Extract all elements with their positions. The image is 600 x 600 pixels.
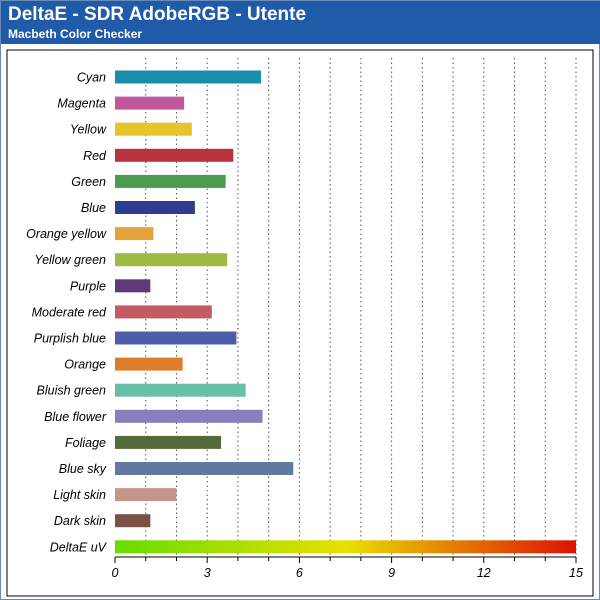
category-label: Purplish blue (34, 332, 106, 346)
bar-moderate-red (115, 305, 212, 319)
bar-light-skin (115, 488, 177, 502)
bar-orange (115, 357, 183, 371)
plot-border (6, 49, 594, 597)
category-label: Cyan (77, 71, 106, 85)
x-tick-label: 0 (112, 566, 119, 580)
bar-blue (115, 201, 195, 214)
category-label: Red (83, 149, 107, 163)
bar-cyan (115, 70, 261, 84)
category-label: Magenta (57, 97, 106, 111)
x-tick-label: 3 (204, 566, 211, 580)
chart-title: DeltaE - SDR AdobeRGB - Utente (8, 4, 307, 25)
category-labels: Cyan Magenta Yellow Red Green Blue Orange yell… (26, 71, 108, 555)
bar-blue-sky (115, 462, 294, 475)
bar-foliage (115, 435, 222, 449)
category-label: Yellow green (34, 253, 106, 267)
category-label: Blue flower (44, 410, 107, 424)
bar-deltae-uv (115, 540, 576, 554)
category-label: Dark skin (54, 514, 106, 528)
category-label: Orange (64, 358, 106, 372)
bar-magenta (115, 96, 185, 110)
category-label: Blue (81, 201, 106, 215)
bar-yellow (115, 122, 192, 136)
bar-bluish-green (115, 383, 246, 397)
chart-header: DeltaE - SDR AdobeRGB - Utente Macbeth C… (1, 1, 600, 44)
category-label: Moderate red (32, 305, 107, 319)
bar-chart: Cyan Magenta Yellow Red Green Blue Orange yell… (6, 49, 594, 597)
category-label: Yellow (70, 123, 107, 137)
bar-orange-yellow (115, 227, 154, 241)
bar-purplish-blue (115, 331, 237, 345)
bar-green (115, 174, 226, 188)
bar-dark-skin (115, 514, 151, 528)
bars (115, 70, 576, 554)
category-label: Foliage (65, 436, 106, 450)
category-label: Light skin (53, 488, 106, 502)
chart-subtitle: Macbeth Color Checker (8, 27, 143, 41)
x-tick-label: 6 (296, 566, 303, 580)
bar-purple (115, 279, 151, 293)
bar-blue-flower (115, 409, 263, 423)
bar-yellow-green (115, 253, 228, 267)
category-label: Blue sky (59, 462, 107, 476)
x-tick-label: 9 (388, 566, 395, 580)
bar-red (115, 148, 234, 162)
category-label: Green (71, 175, 106, 189)
x-tick-label: 15 (569, 566, 583, 580)
category-label: Bluish green (37, 384, 107, 398)
category-label: Purple (70, 279, 106, 293)
x-axis: 0 3 6 9 12 15 (112, 556, 583, 580)
category-label: DeltaE uV (50, 540, 108, 554)
x-tick-label: 12 (477, 566, 491, 580)
category-label: Orange yellow (26, 227, 107, 241)
